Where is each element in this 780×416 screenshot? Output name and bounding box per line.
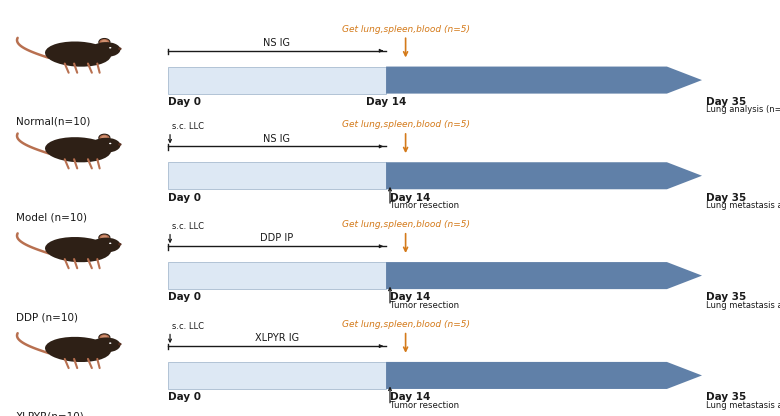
Text: Day 14: Day 14 xyxy=(366,97,406,107)
Text: NS IG: NS IG xyxy=(264,134,290,144)
Ellipse shape xyxy=(101,335,108,340)
Bar xyxy=(168,67,386,94)
Polygon shape xyxy=(386,262,702,289)
Ellipse shape xyxy=(45,237,111,262)
Text: DDP IP: DDP IP xyxy=(261,233,293,243)
Text: s.c. LLC: s.c. LLC xyxy=(172,222,204,231)
Text: DDP (n=10): DDP (n=10) xyxy=(16,312,77,322)
Text: XLPYR IG: XLPYR IG xyxy=(255,333,299,343)
Text: Day 0: Day 0 xyxy=(168,97,200,107)
Polygon shape xyxy=(386,162,702,189)
Ellipse shape xyxy=(101,235,108,240)
Text: XLPYR(n=10): XLPYR(n=10) xyxy=(16,412,84,416)
Text: NS IG: NS IG xyxy=(264,38,290,48)
Ellipse shape xyxy=(101,40,108,45)
Ellipse shape xyxy=(118,243,122,245)
Ellipse shape xyxy=(118,343,122,345)
Text: Get lung,spleen,blood (n=5): Get lung,spleen,blood (n=5) xyxy=(342,25,470,34)
Text: Tumor resection: Tumor resection xyxy=(390,401,459,410)
Text: Day 35: Day 35 xyxy=(706,292,746,302)
Ellipse shape xyxy=(99,134,110,141)
Ellipse shape xyxy=(109,47,112,49)
Bar xyxy=(168,362,386,389)
Polygon shape xyxy=(386,67,702,94)
Text: s.c. LLC: s.c. LLC xyxy=(172,122,204,131)
Text: Day 14: Day 14 xyxy=(390,392,431,402)
Text: Get lung,spleen,blood (n=5): Get lung,spleen,blood (n=5) xyxy=(342,220,470,229)
Ellipse shape xyxy=(118,47,122,50)
Ellipse shape xyxy=(91,42,120,57)
Text: Lung analysis (n=5): Lung analysis (n=5) xyxy=(706,105,780,114)
Ellipse shape xyxy=(99,234,110,241)
Text: Day 35: Day 35 xyxy=(706,392,746,402)
Text: Lung metastasis analysis (n=5): Lung metastasis analysis (n=5) xyxy=(706,401,780,410)
Text: Normal(n=10): Normal(n=10) xyxy=(16,116,90,126)
Text: Day 0: Day 0 xyxy=(168,392,200,402)
Ellipse shape xyxy=(109,143,112,144)
Text: Day 35: Day 35 xyxy=(706,193,746,203)
Text: Day 0: Day 0 xyxy=(168,292,200,302)
Text: Model (n=10): Model (n=10) xyxy=(16,212,87,222)
Ellipse shape xyxy=(91,337,120,352)
Ellipse shape xyxy=(91,238,120,253)
Bar xyxy=(168,162,386,189)
Text: Day 35: Day 35 xyxy=(706,97,746,107)
Ellipse shape xyxy=(45,337,111,362)
Text: Get lung,spleen,blood (n=5): Get lung,spleen,blood (n=5) xyxy=(342,320,470,329)
Ellipse shape xyxy=(99,39,110,46)
Ellipse shape xyxy=(109,342,112,344)
Polygon shape xyxy=(386,362,702,389)
Text: Get lung,spleen,blood (n=5): Get lung,spleen,blood (n=5) xyxy=(342,120,470,129)
Text: Tumor resection: Tumor resection xyxy=(390,201,459,210)
Text: Lung metastasis analysis (n=5): Lung metastasis analysis (n=5) xyxy=(706,301,780,310)
Text: Tumor resection: Tumor resection xyxy=(390,301,459,310)
Bar xyxy=(168,262,386,289)
Text: Lung metastasis analysis (n=5): Lung metastasis analysis (n=5) xyxy=(706,201,780,210)
Text: Day 14: Day 14 xyxy=(390,292,431,302)
Ellipse shape xyxy=(45,42,111,67)
Ellipse shape xyxy=(101,136,108,140)
Ellipse shape xyxy=(45,137,111,162)
Text: s.c. LLC: s.c. LLC xyxy=(172,322,204,331)
Ellipse shape xyxy=(99,334,110,341)
Ellipse shape xyxy=(109,243,112,244)
Ellipse shape xyxy=(118,143,122,146)
Ellipse shape xyxy=(91,138,120,153)
Text: Day 14: Day 14 xyxy=(390,193,431,203)
Text: Day 0: Day 0 xyxy=(168,193,200,203)
